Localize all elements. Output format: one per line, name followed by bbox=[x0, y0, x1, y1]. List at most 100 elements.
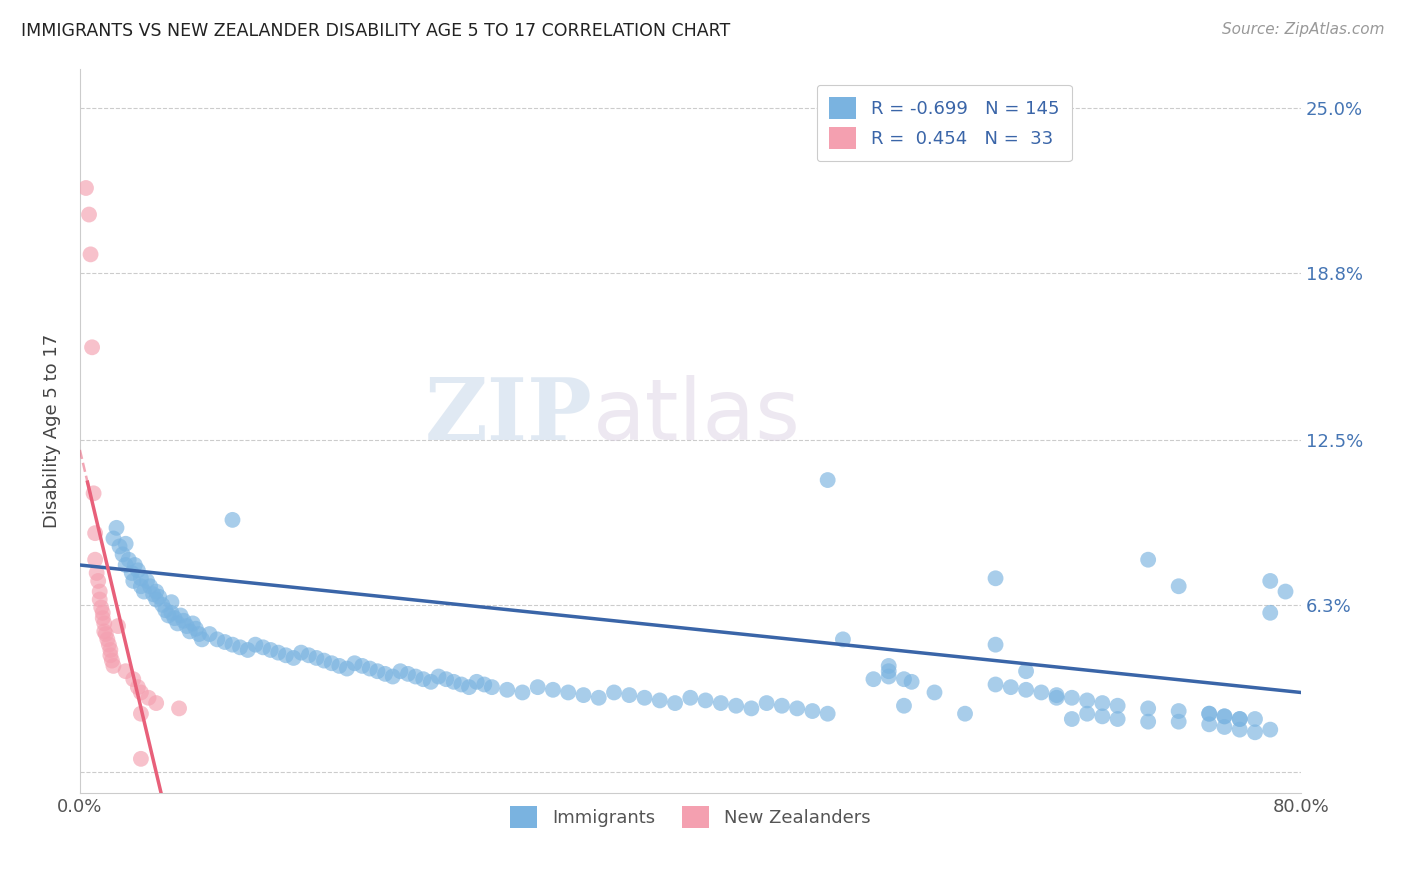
Point bbox=[91, 606, 114, 620]
Point bbox=[267, 646, 290, 660]
Point bbox=[173, 614, 195, 628]
Point bbox=[89, 592, 111, 607]
Point bbox=[458, 680, 481, 694]
Point bbox=[984, 677, 1007, 691]
Point bbox=[236, 643, 259, 657]
Point bbox=[124, 558, 146, 572]
Point bbox=[252, 640, 274, 655]
Point bbox=[984, 571, 1007, 585]
Point bbox=[312, 654, 335, 668]
Point bbox=[1045, 688, 1067, 702]
Point bbox=[114, 664, 136, 678]
Point bbox=[205, 632, 228, 647]
Point bbox=[695, 693, 717, 707]
Point bbox=[1137, 552, 1160, 566]
Point bbox=[93, 616, 115, 631]
Point bbox=[129, 752, 152, 766]
Point bbox=[107, 619, 129, 633]
Point bbox=[1213, 709, 1236, 723]
Point bbox=[166, 616, 188, 631]
Point bbox=[103, 659, 125, 673]
Point bbox=[893, 698, 915, 713]
Point bbox=[321, 657, 343, 671]
Point bbox=[603, 685, 626, 699]
Point bbox=[1091, 709, 1114, 723]
Point bbox=[877, 669, 900, 683]
Point bbox=[93, 624, 115, 639]
Point bbox=[512, 685, 534, 699]
Point bbox=[169, 608, 191, 623]
Point bbox=[443, 674, 465, 689]
Point bbox=[541, 682, 564, 697]
Point bbox=[1229, 712, 1251, 726]
Point bbox=[755, 696, 778, 710]
Point bbox=[90, 600, 112, 615]
Point bbox=[77, 208, 100, 222]
Point bbox=[900, 674, 922, 689]
Point bbox=[648, 693, 671, 707]
Point bbox=[245, 638, 267, 652]
Point bbox=[176, 619, 198, 633]
Point bbox=[167, 701, 190, 715]
Point bbox=[121, 566, 143, 580]
Point bbox=[1107, 712, 1129, 726]
Point bbox=[160, 606, 183, 620]
Point bbox=[91, 611, 114, 625]
Point bbox=[108, 540, 131, 554]
Point bbox=[1076, 693, 1098, 707]
Point bbox=[103, 532, 125, 546]
Point bbox=[472, 677, 495, 691]
Point bbox=[1137, 701, 1160, 715]
Point bbox=[150, 598, 173, 612]
Point bbox=[1031, 685, 1053, 699]
Point bbox=[984, 638, 1007, 652]
Point bbox=[588, 690, 610, 705]
Point bbox=[160, 595, 183, 609]
Point bbox=[832, 632, 855, 647]
Point bbox=[328, 659, 350, 673]
Point bbox=[221, 638, 243, 652]
Point bbox=[893, 672, 915, 686]
Point bbox=[94, 627, 117, 641]
Point bbox=[1060, 712, 1083, 726]
Point bbox=[1060, 690, 1083, 705]
Point bbox=[100, 643, 122, 657]
Point bbox=[97, 638, 120, 652]
Point bbox=[127, 563, 149, 577]
Point bbox=[145, 584, 167, 599]
Point bbox=[1015, 682, 1038, 697]
Point bbox=[84, 552, 107, 566]
Point bbox=[1000, 680, 1022, 694]
Point bbox=[465, 674, 488, 689]
Point bbox=[1258, 606, 1281, 620]
Point bbox=[105, 521, 128, 535]
Point bbox=[710, 696, 733, 710]
Point bbox=[389, 664, 412, 678]
Point bbox=[1107, 698, 1129, 713]
Point bbox=[142, 587, 165, 601]
Point bbox=[139, 579, 162, 593]
Point bbox=[336, 662, 359, 676]
Point bbox=[163, 611, 186, 625]
Text: IMMIGRANTS VS NEW ZEALANDER DISABILITY AGE 5 TO 17 CORRELATION CHART: IMMIGRANTS VS NEW ZEALANDER DISABILITY A… bbox=[21, 22, 730, 40]
Point bbox=[1091, 696, 1114, 710]
Point bbox=[1258, 574, 1281, 588]
Point bbox=[396, 666, 419, 681]
Point bbox=[111, 548, 134, 562]
Point bbox=[179, 624, 201, 639]
Point bbox=[557, 685, 579, 699]
Point bbox=[221, 513, 243, 527]
Point bbox=[79, 247, 101, 261]
Point bbox=[725, 698, 748, 713]
Point bbox=[1258, 723, 1281, 737]
Point bbox=[80, 340, 103, 354]
Point bbox=[181, 616, 204, 631]
Point bbox=[817, 706, 839, 721]
Point bbox=[132, 584, 155, 599]
Point bbox=[1198, 706, 1220, 721]
Point bbox=[1198, 706, 1220, 721]
Point bbox=[1045, 690, 1067, 705]
Point bbox=[572, 688, 595, 702]
Point bbox=[633, 690, 655, 705]
Point bbox=[434, 672, 457, 686]
